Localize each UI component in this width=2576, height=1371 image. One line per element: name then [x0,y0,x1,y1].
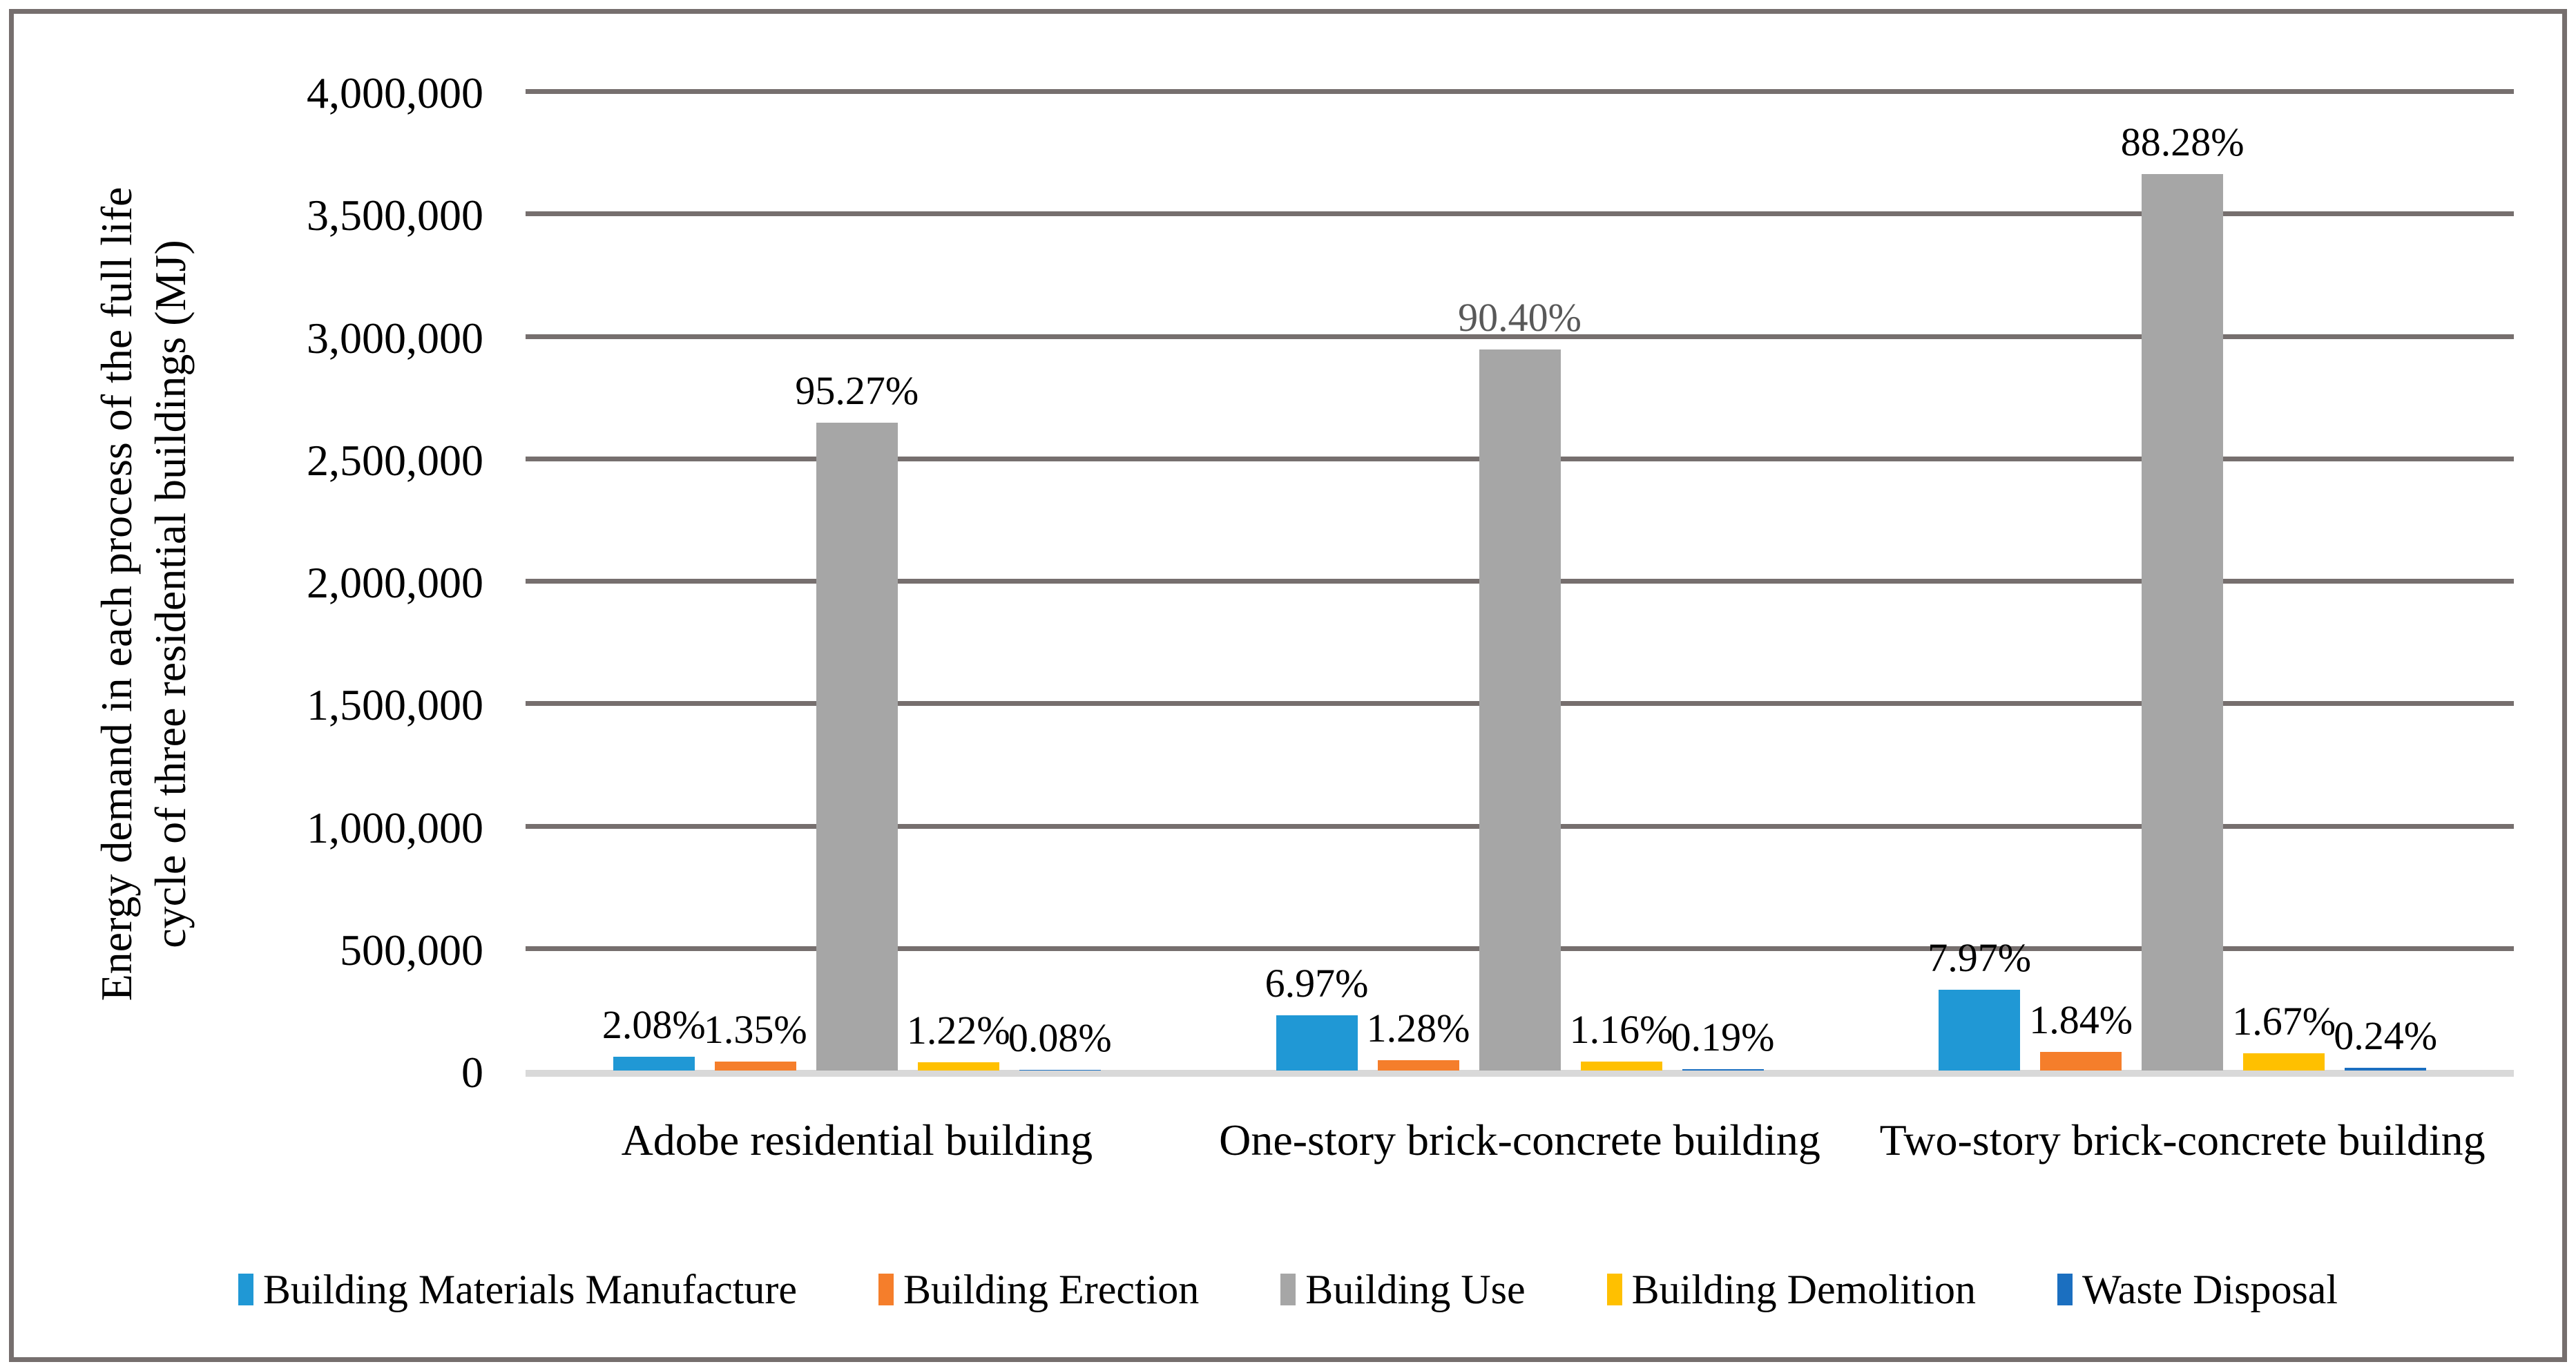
bar-3-cat-3 [2142,174,2224,1071]
y-axis-title: Energy demand in each process of the ful… [90,76,269,1112]
bar-5-cat-2 [1682,1069,1764,1071]
data-label: 6.97% [1265,961,1369,1006]
legend-swatch-icon [878,1274,894,1305]
bar-5-cat-1 [1019,1070,1101,1071]
data-label: 1.84% [2029,997,2133,1042]
data-label: 1.16% [1569,1007,1673,1052]
y-gridline [526,334,2514,339]
bar-5-cat-3 [2345,1068,2427,1071]
y-tick-label: 500,000 [340,925,483,975]
legend-item: Waste Disposal [2057,1265,2338,1314]
x-category-label: Two-story brick-concrete building [1879,1115,2486,1164]
legend-item: Building Demolition [1606,1265,1976,1314]
bar-4-cat-2 [1580,1062,1662,1071]
y-axis-title-line: Energy demand in each process of the ful… [92,186,141,1001]
bar-2-cat-3 [2040,1052,2122,1071]
x-axis-line [526,1070,2514,1077]
legend-item: Building Use [1280,1265,1526,1314]
bar-1-cat-1 [613,1057,695,1071]
data-label: 7.97% [1928,935,2032,980]
bar-3-cat-2 [1479,349,1561,1071]
bar-2-cat-1 [714,1062,796,1071]
legend-label: Building Use [1305,1267,1526,1312]
bar-1-cat-3 [1939,990,2021,1071]
data-label: 1.28% [1366,1006,1470,1051]
legend-swatch-icon [1606,1274,1622,1305]
y-tick-label: 2,500,000 [307,435,483,485]
x-category-label: One-story brick-concrete building [1219,1115,1820,1164]
legend-swatch-icon [238,1274,253,1305]
y-tick-label: 3,000,000 [307,313,483,363]
bar-2-cat-2 [1377,1060,1459,1071]
legend-item: Building Erection [878,1265,1199,1314]
legend-item: Building Materials Manufacture [238,1265,797,1314]
legend-label: Building Erection [903,1267,1200,1312]
data-label: 1.35% [703,1007,807,1052]
legend-label: Building Demolition [1631,1267,1976,1312]
y-gridline [526,211,2514,217]
y-tick-label: 1,500,000 [307,680,483,730]
data-label: 0.08% [1008,1015,1112,1060]
y-axis-title-line: cycle of three residential buildings (MJ… [146,240,195,948]
data-label: 0.24% [2334,1013,2438,1058]
legend: Building Materials Manufacture Building E… [28,1265,2548,1314]
data-label: 88.28% [2120,119,2245,164]
data-label: 1.67% [2232,999,2336,1044]
x-category-label: Adobe residential building [621,1115,1093,1164]
legend-label: Waste Disposal [2082,1267,2338,1312]
legend-swatch-icon [1280,1274,1296,1305]
y-tick-label: 1,000,000 [307,803,483,852]
data-label: 1.22% [906,1008,1010,1053]
data-label: 90.40% [1458,295,1582,340]
y-tick-label: 2,000,000 [307,558,483,607]
chart-frame: Energy demand in each process of the ful… [9,9,2567,1362]
data-label: 95.27% [795,368,919,413]
legend-label: Building Materials Manufacture [262,1267,798,1312]
data-label: 0.19% [1671,1015,1775,1060]
bar-4-cat-1 [917,1062,999,1071]
bar-1-cat-2 [1276,1015,1358,1071]
data-label: 2.08% [602,1002,706,1047]
y-tick-label: 4,000,000 [307,68,483,117]
y-tick-label: 3,500,000 [307,191,483,240]
bar-4-cat-3 [2243,1053,2325,1071]
legend-swatch-icon [2057,1274,2073,1305]
bar-3-cat-1 [816,423,898,1071]
y-gridline [526,89,2514,94]
y-tick-label: 0 [461,1048,483,1097]
